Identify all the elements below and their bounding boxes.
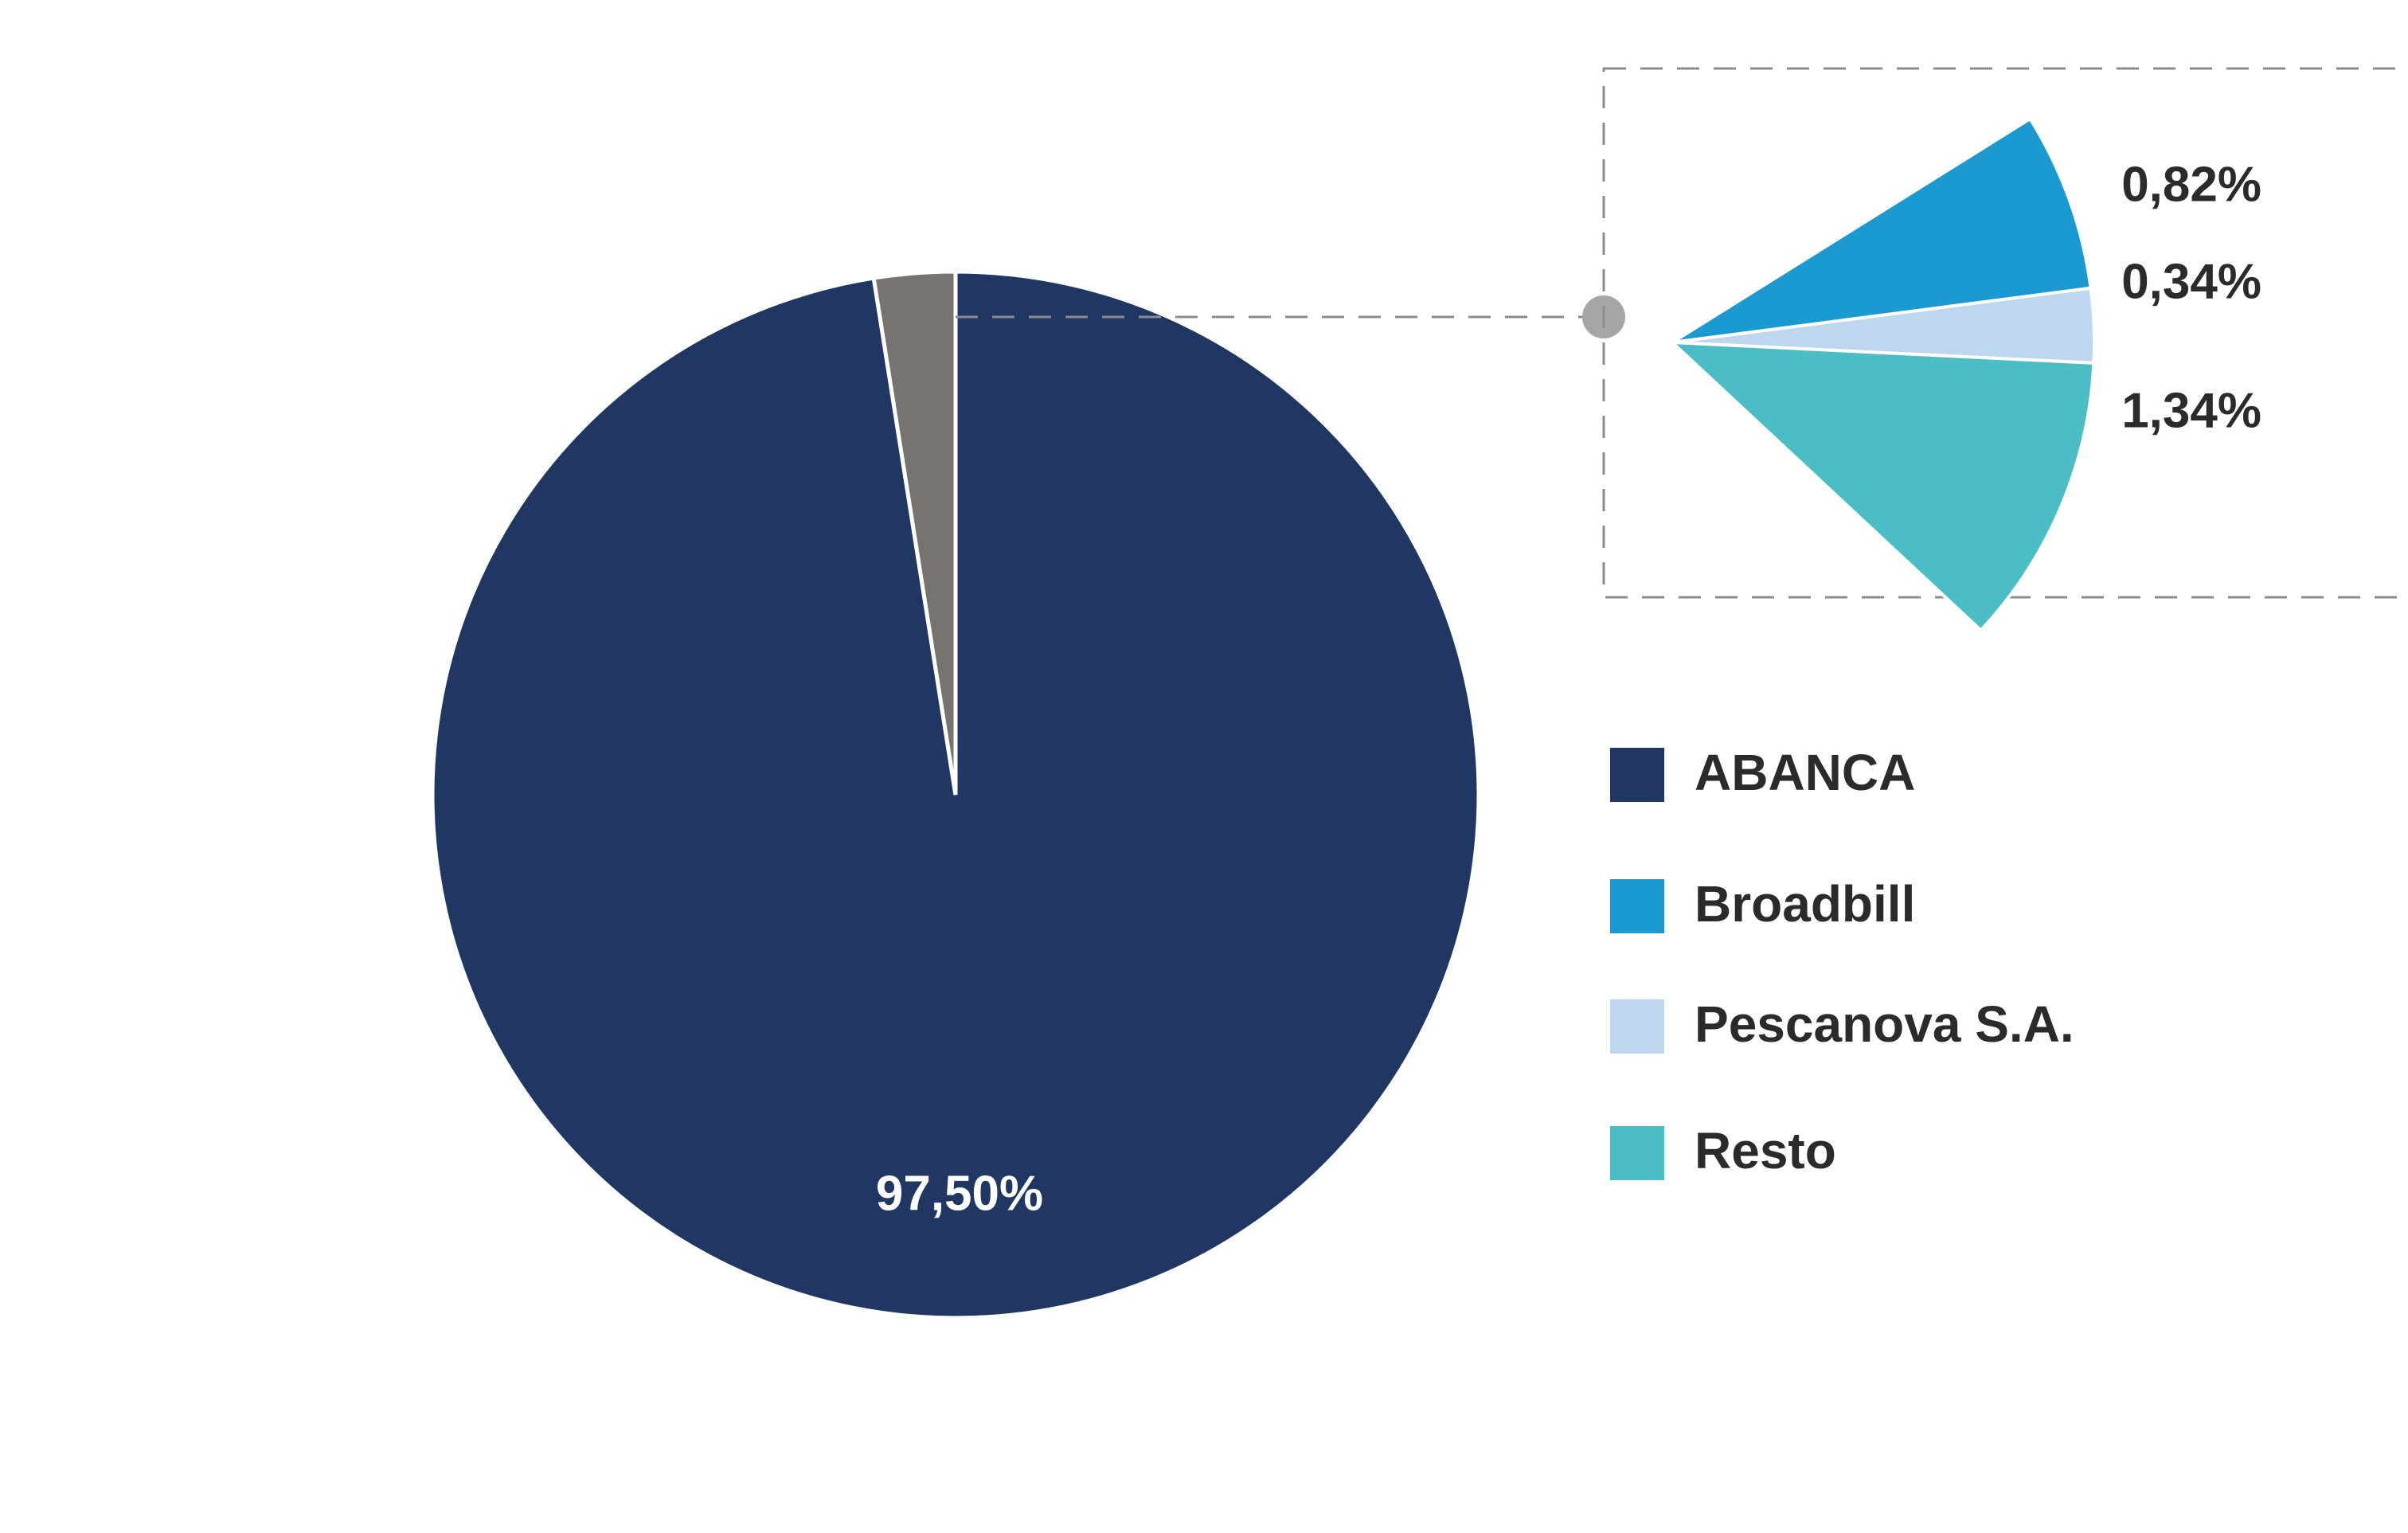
legend-item-abanca: ABANCA [1610,744,1915,802]
legend-label: Broadbill [1695,875,1915,933]
zoom-box [1602,67,2408,599]
zoom-slice-broadbill [1671,116,2093,344]
legend-label: ABANCA [1695,744,1915,801]
legend-swatch [1610,748,1664,802]
legend-label: Pescanova S.A. [1695,995,2074,1053]
legend-label: Resto [1695,1122,1836,1179]
slice-label-pescanova-s-a: 0,34% [2121,254,2261,309]
legend-item-pescanova-s-a: Pescanova S.A. [1610,995,2074,1054]
legend: ABANCA Broadbill Pescanova S.A. Resto [1610,744,2074,1180]
zoom-detail-pie: 0,82% 0,34% 1,34% [1602,67,2408,633]
main-pie: 97,50% [430,269,1481,1320]
legend-item-broadbill: Broadbill [1610,875,1915,933]
zoom-slice-resto [1667,340,2096,633]
legend-item-resto: Resto [1610,1122,1836,1180]
slice-label-broadbill: 0,82% [2121,157,2261,212]
legend-swatch [1610,1126,1664,1180]
slice-label-abanca: 97,50% [876,1166,1043,1221]
legend-swatch [1610,879,1664,933]
slice-label-resto: 1,34% [2121,383,2261,438]
legend-swatch [1610,999,1664,1054]
slice-others-aggregate [871,269,958,796]
